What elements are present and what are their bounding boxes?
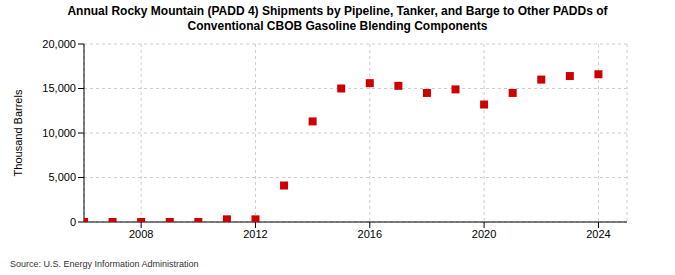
- svg-text:Thousand Barrels: Thousand Barrels: [12, 89, 24, 176]
- svg-text:2024: 2024: [586, 228, 610, 240]
- svg-text:2008: 2008: [129, 228, 153, 240]
- svg-text:2012: 2012: [243, 228, 267, 240]
- svg-text:2020: 2020: [472, 228, 496, 240]
- html-text:Annual Rocky Mountain (PADD 4): Annual Rocky Mountain (PADD 4) Shipments…: [67, 4, 608, 33]
- svg-text:2016: 2016: [358, 228, 382, 240]
- svg-text:0: 0: [70, 216, 76, 228]
- svg-text:15,000: 15,000: [42, 82, 76, 94]
- svg-text:5,000: 5,000: [48, 171, 76, 183]
- html-text:Source: U.S. Energy Informatio: Source: U.S. Energy Information Administ…: [10, 259, 199, 269]
- svg-text:10,000: 10,000: [42, 127, 76, 139]
- svg-text:20,000: 20,000: [42, 38, 76, 50]
